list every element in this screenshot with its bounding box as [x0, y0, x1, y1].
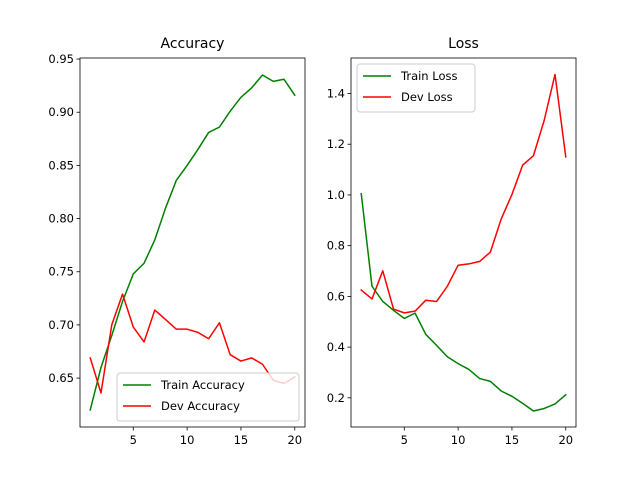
accuracy-y-tick-label: 0.70 — [48, 318, 74, 332]
loss-legend-label-train: Train Loss — [400, 69, 457, 83]
loss-legend: Train Loss Dev Loss — [356, 63, 476, 113]
accuracy-legend-label-train: Train Accuracy — [160, 378, 245, 392]
accuracy-y-tick-label: 0.85 — [48, 158, 74, 172]
loss-title: Loss — [448, 36, 479, 52]
accuracy-y-tick-label: 0.95 — [48, 52, 74, 66]
loss-y-tick-label: 0.6 — [327, 289, 345, 303]
accuracy-x-tick-label: 10 — [180, 433, 195, 447]
loss-legend-label-dev: Dev Loss — [401, 90, 453, 104]
loss-x-tick-label: 5 — [401, 433, 408, 447]
accuracy-y-tick-label: 0.90 — [48, 105, 74, 119]
loss-y-tick-label: 0.4 — [327, 340, 345, 354]
loss-x-tick-label: 15 — [505, 433, 520, 447]
accuracy-axes-frame — [79, 57, 306, 428]
accuracy-panel: Accuracy 5 10 15 20 0.65 0.70 0.75 0.80 0.85 0.90… — [48, 36, 306, 447]
accuracy-series-line-train — [89, 74, 296, 411]
accuracy-y-tick-label: 0.75 — [48, 265, 74, 279]
loss-y-tick-label: 1.2 — [327, 137, 345, 151]
accuracy-series-line-dev — [89, 293, 296, 394]
loss-x-tick-label: 10 — [451, 433, 466, 447]
loss-y-tick-label: 0.2 — [327, 391, 345, 405]
accuracy-title: Accuracy — [161, 36, 225, 52]
accuracy-legend-label-dev: Dev Accuracy — [161, 399, 240, 413]
accuracy-x-tick-label: 5 — [130, 433, 137, 447]
accuracy-x-tick-label: 15 — [234, 433, 249, 447]
accuracy-x-tick-label: 20 — [287, 433, 302, 447]
accuracy-legend: Train Accuracy Dev Accuracy — [116, 372, 300, 422]
loss-series-line-train — [360, 192, 567, 412]
loss-panel: Loss 5 10 15 20 0.2 0.4 0.6 0.8 1.0 1.2 1.4 Train L… — [327, 36, 577, 447]
accuracy-legend-box — [116, 372, 300, 422]
accuracy-y-tick-label: 0.80 — [48, 212, 74, 226]
loss-y-tick-label: 0.8 — [327, 239, 345, 253]
accuracy-y-tick-label: 0.65 — [48, 371, 74, 385]
loss-series-line-dev — [360, 73, 567, 314]
loss-y-tick-label: 1.0 — [327, 188, 345, 202]
loss-x-tick-label: 20 — [558, 433, 573, 447]
loss-axes-frame — [350, 57, 577, 428]
loss-y-tick-label: 1.4 — [327, 87, 345, 101]
